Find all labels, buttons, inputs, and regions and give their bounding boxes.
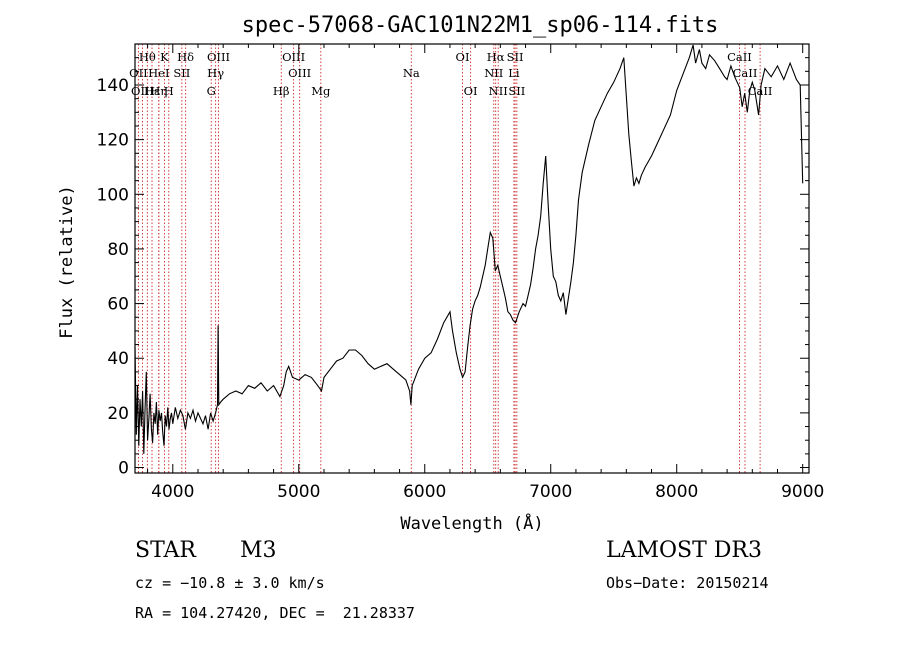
line-label-1: OII (129, 66, 148, 80)
line-label-8: H (164, 84, 174, 98)
observation-date: Obs−Date: 20150214 (606, 574, 769, 592)
line-label-18: OI (456, 50, 470, 64)
line-label-3: Hε (144, 84, 160, 98)
object-subclass: M3 (240, 538, 277, 563)
line-label-11: Hγ (207, 66, 224, 80)
x-tick-label-5: 9000 (781, 482, 824, 502)
line-label-13: Hβ (273, 84, 290, 98)
line-label-7: SII (173, 66, 190, 80)
line-label-21: NII (484, 66, 503, 80)
line-label-22: NII (489, 84, 508, 98)
x-axis-label: Wavelength (Å) (400, 512, 543, 534)
redshift-value: cz = −10.8 ± 3.0 km/s (135, 574, 325, 592)
line-label-6: HeI (148, 66, 169, 80)
y-axis-ticks: 0 20 40 60 80 100 120 140 (97, 57, 809, 479)
line-label-9: Hδ (177, 50, 194, 64)
coordinates: RA = 104.27420, DEC = 21.28337 (135, 604, 415, 622)
line-label-23: SII (507, 50, 524, 64)
line-label-10: OIII (207, 50, 230, 64)
x-tick-label-3: 7000 (529, 482, 572, 502)
x-axis-ticks: 4000 5000 6000 7000 8000 9000 (147, 44, 824, 502)
line-label-19: OI (464, 84, 478, 98)
line-label-2: OIII (131, 84, 154, 98)
x-tick-label-1: 5000 (277, 482, 320, 502)
survey-name: LAMOST DR3 (606, 538, 762, 563)
line-label-14: OIII (282, 50, 305, 64)
line-label-16: Mg (311, 84, 331, 98)
plot-frame (134, 43, 810, 474)
line-label-27: CaII (733, 66, 758, 80)
spectral-line-markers (137, 44, 761, 473)
object-class: STAR (135, 538, 196, 563)
line-label-0: Hθ (139, 50, 156, 64)
line-label-24: Li (508, 66, 520, 80)
y-tick-label-4: 80 (107, 240, 129, 260)
y-tick-label-3: 60 (107, 295, 129, 315)
line-label-15: OIII (288, 66, 311, 80)
line-label-26: CaII (727, 50, 752, 64)
y-tick-label-1: 20 (107, 404, 129, 424)
line-label-4: Hη (150, 84, 167, 98)
chart-title: spec-57068-GAC101N22M1_sp06-114.fits (242, 13, 719, 38)
x-tick-label-2: 6000 (403, 482, 446, 502)
line-label-5: K (160, 50, 169, 64)
line-label-17: Na (403, 66, 420, 80)
y-tick-label-5: 100 (97, 185, 129, 205)
x-tick-label-4: 8000 (655, 482, 698, 502)
line-label-20: Hα (487, 50, 505, 64)
line-label-12: G (207, 84, 216, 98)
x-tick-label-0: 4000 (151, 482, 194, 502)
spectrum-line (134, 44, 804, 454)
y-tick-label-6: 120 (97, 131, 129, 151)
y-axis-label: Flux (relative) (57, 185, 77, 339)
y-tick-label-7: 140 (97, 76, 129, 96)
y-tick-label-0: 0 (118, 459, 129, 479)
y-tick-label-2: 40 (107, 349, 129, 369)
line-label-25: SII (508, 84, 525, 98)
